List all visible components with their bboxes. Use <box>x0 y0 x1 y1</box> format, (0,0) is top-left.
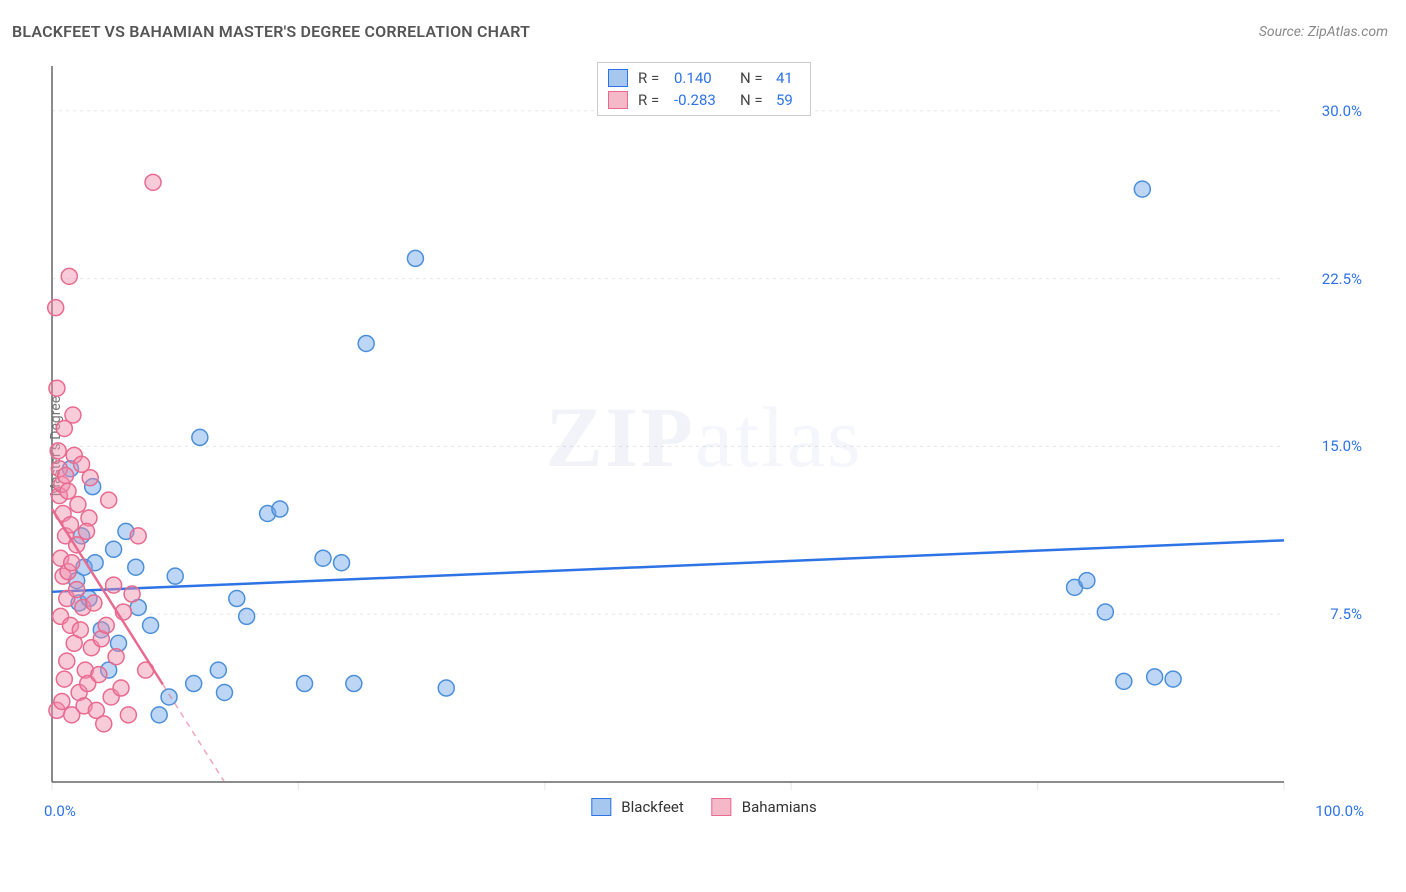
n-value: 41 <box>776 69 800 87</box>
source-attribution: Source: ZipAtlas.com <box>1259 24 1388 40</box>
swatch-icon <box>608 69 628 87</box>
y-axis-tick-label: 15.0% <box>1322 437 1362 455</box>
scatter-chart-svg <box>44 62 1364 822</box>
y-axis-tick-label: 7.5% <box>1330 605 1362 623</box>
chart-title: BLACKFEET VS BAHAMIAN MASTER'S DEGREE CO… <box>12 22 530 41</box>
legend-label: Blackfeet <box>621 798 683 816</box>
y-axis-tick-label: 22.5% <box>1322 270 1362 288</box>
swatch-icon <box>591 798 611 816</box>
legend-item-bahamians: Bahamians <box>712 798 817 816</box>
n-value: 59 <box>776 91 800 109</box>
x-axis-max-label: 100.0% <box>1315 802 1364 820</box>
swatch-icon <box>608 91 628 109</box>
n-label: N = <box>740 91 768 109</box>
series-legend: Blackfeet Bahamians <box>591 798 816 816</box>
legend-row-blackfeet: R = 0.140 N = 41 <box>608 67 800 89</box>
r-label: R = <box>638 69 666 87</box>
n-label: N = <box>740 69 768 87</box>
legend-label: Bahamians <box>742 798 817 816</box>
chart-plot-area: ZIPatlas R = 0.140 N = 41 R = -0.283 N =… <box>44 62 1364 822</box>
swatch-icon <box>712 798 732 816</box>
r-value: -0.283 <box>674 91 732 109</box>
correlation-legend: R = 0.140 N = 41 R = -0.283 N = 59 <box>597 62 811 116</box>
legend-row-bahamians: R = -0.283 N = 59 <box>608 89 800 111</box>
x-axis-min-label: 0.0% <box>44 802 76 820</box>
legend-item-blackfeet: Blackfeet <box>591 798 683 816</box>
r-value: 0.140 <box>674 69 732 87</box>
r-label: R = <box>638 91 666 109</box>
y-axis-tick-label: 30.0% <box>1322 102 1362 120</box>
